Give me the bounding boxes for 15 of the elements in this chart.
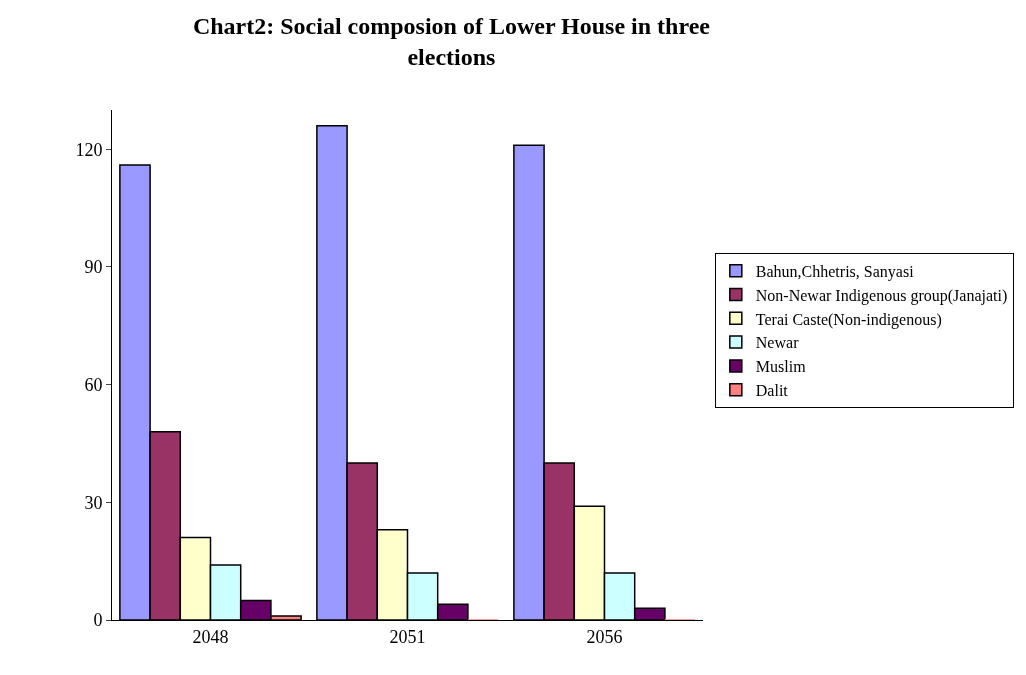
chart-title: Chart2: Social composion of Lower House in three elections xyxy=(192,12,711,70)
x-tick-label: 2048 xyxy=(192,626,229,647)
legend-label: Bahun,Chhetris, Sanyasi xyxy=(755,262,915,281)
legend-label: Non-Newar Indigenous group(Janajati) xyxy=(755,286,1008,305)
y-tick-label: 90 xyxy=(84,257,103,278)
x-tick-label: 2056 xyxy=(586,626,623,647)
y-tick-label: 60 xyxy=(84,374,103,395)
y-tick-label: 30 xyxy=(84,492,103,513)
y-tick-label: 0 xyxy=(93,610,103,631)
legend-label: Newar xyxy=(755,334,800,352)
legend-label: Dalit xyxy=(755,381,789,399)
legend-label: Terai Caste(Non-indigenous) xyxy=(755,310,942,329)
legend-label: Muslim xyxy=(755,358,807,376)
x-tick-label: 2051 xyxy=(389,626,426,647)
y-tick-label: 120 xyxy=(75,139,103,160)
